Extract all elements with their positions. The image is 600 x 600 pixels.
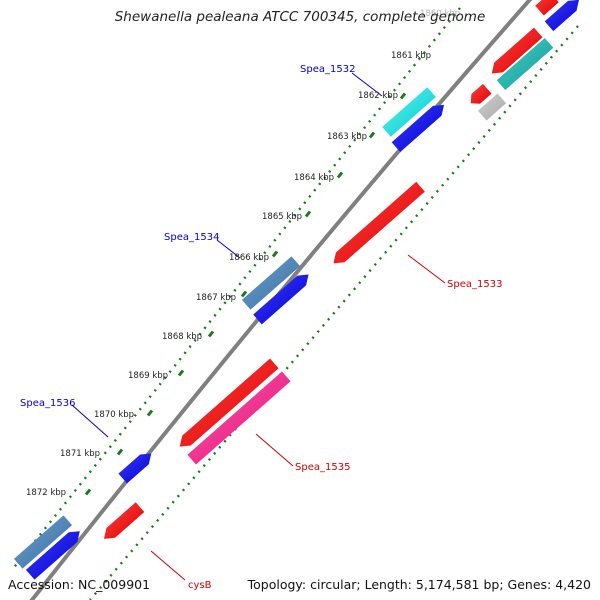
major-tick xyxy=(207,330,215,338)
major-tick xyxy=(399,92,407,100)
callouts: Spea_1532 Spea_1533 Spea_1534 Spea_1535 Spea… xyxy=(20,64,502,591)
major-tick xyxy=(84,488,92,496)
tick-label: 1872 kbp xyxy=(26,488,66,498)
callout-line xyxy=(407,254,446,284)
gene-label-spea-1535[interactable]: Spea_1535 xyxy=(295,462,350,473)
genome-backbone xyxy=(29,0,533,600)
gene-small-red[interactable] xyxy=(470,83,492,104)
callout-line xyxy=(351,72,383,97)
major-tick xyxy=(146,409,154,417)
callout-line xyxy=(216,239,241,259)
tick-label: 1869 kbp xyxy=(128,371,168,381)
tick-label: 1864 kbp xyxy=(294,173,334,183)
major-tick xyxy=(271,250,279,258)
tick-rows xyxy=(11,7,579,600)
gene-cysb-cds[interactable] xyxy=(103,502,145,539)
gene-top-red-b[interactable] xyxy=(491,27,543,74)
tick-row-2 xyxy=(89,25,579,600)
gene-spea-1536-cds[interactable] xyxy=(25,531,80,580)
tick-label: 1860 kbp xyxy=(420,9,460,19)
tick-label: 1862 kbp xyxy=(358,91,398,101)
tick-label: 1870 kbp xyxy=(94,410,134,420)
gene-spea-1534-steel[interactable] xyxy=(241,256,301,310)
major-tick xyxy=(240,290,248,298)
tick-label: 1866 kbp xyxy=(229,253,269,263)
tick-label: 1868 kbp xyxy=(162,332,202,342)
tick-labels: 1860 kbp 1861 kbp 1862 kbp 1863 kbp 1864 kbp… xyxy=(26,9,460,498)
gene-spea-1535-pink[interactable] xyxy=(187,371,291,465)
gene-spea-1535-red[interactable] xyxy=(179,358,279,447)
gene-spea-1533-cds[interactable] xyxy=(333,181,425,264)
callout-line xyxy=(71,404,109,438)
major-tick xyxy=(336,171,344,179)
gene-top-blue-cds[interactable] xyxy=(544,0,579,32)
genome-summary-text: Topology: circular; Length: 5,174,581 bp… xyxy=(247,577,591,592)
gene-label-spea-1534[interactable]: Spea_1534 xyxy=(164,232,219,243)
genome-title: Shewanella pealeana ATCC 700345, complet… xyxy=(114,9,486,25)
gene-spea-1534-cds[interactable] xyxy=(253,274,309,325)
gene-small-forward-cds[interactable] xyxy=(118,453,152,484)
tick-label: 1861 kbp xyxy=(391,51,431,61)
gene-label-spea-1536[interactable]: Spea_1536 xyxy=(20,398,75,409)
callout-line xyxy=(255,433,294,467)
tick-label: 1865 kbp xyxy=(262,212,302,222)
gene-spea-1536-steel[interactable] xyxy=(13,515,73,569)
major-tick xyxy=(304,210,312,218)
gene-spea-1532-rna[interactable] xyxy=(382,87,436,137)
tick-label: 1863 kbp xyxy=(327,132,367,142)
accession-text: Accession: NC_009901 xyxy=(8,577,151,592)
gene-top-red-a[interactable] xyxy=(535,0,559,16)
gene-small-gray[interactable] xyxy=(477,93,507,121)
gene-spea-1532-cds[interactable] xyxy=(391,104,445,153)
features xyxy=(13,0,579,580)
gene-label-spea-1532[interactable]: Spea_1532 xyxy=(300,64,355,75)
major-tick xyxy=(177,369,185,377)
major-tick xyxy=(116,448,124,456)
tick-label: 1871 kbp xyxy=(60,449,100,459)
backbone-layer xyxy=(29,0,533,600)
callout-line xyxy=(150,550,186,581)
gene-label-spea-1533[interactable]: Spea_1533 xyxy=(447,279,502,290)
tick-label: 1867 kbp xyxy=(196,293,236,303)
gene-top-teal[interactable] xyxy=(496,37,554,91)
major-tick xyxy=(368,131,376,139)
gene-label-cysb[interactable]: cysB xyxy=(188,580,212,591)
